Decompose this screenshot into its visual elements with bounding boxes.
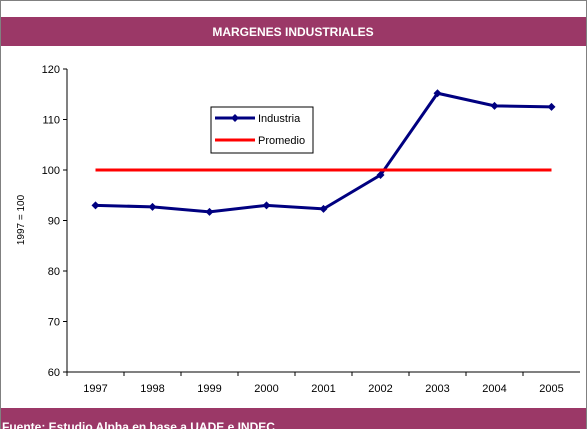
x-tick-label: 1997 [83,383,107,395]
source-note: Fuente: Estudio Alpha en base a UADE e I… [2,420,275,429]
y-tick-label: 70 [48,317,60,329]
y-tick-label: 110 [42,115,60,127]
marker [433,89,442,98]
chart-title: MARGENES INDUSTRIALES [212,25,373,39]
marker [262,201,271,210]
marker [547,102,556,111]
marker [490,101,499,110]
y-tick-label: 60 [48,367,60,379]
y-tick-label: 80 [48,266,60,278]
legend-label: Promedio [258,135,305,147]
marker [148,202,157,211]
x-tick-label: 1998 [140,383,164,395]
y-axis-label: 1997 = 100 [16,194,27,245]
legend-label: Industria [258,113,301,125]
x-tick-label: 2003 [425,383,449,395]
title-banner [1,17,586,46]
y-tick-label: 90 [48,216,60,228]
x-tick-label: 2004 [482,383,506,395]
x-tick-label: 2000 [254,383,278,395]
legend-box [210,106,314,154]
x-tick-label: 1999 [197,383,221,395]
legend-marker [231,114,239,122]
source-banner [1,408,586,429]
y-tick-label: 120 [42,64,60,76]
x-tick-label: 2001 [311,383,335,395]
marker [319,204,328,213]
marker [376,171,385,180]
marker [91,201,100,210]
x-tick-label: 2002 [368,383,392,395]
y-tick-label: 100 [42,165,60,177]
x-tick-label: 2005 [539,383,563,395]
marker [205,207,214,216]
